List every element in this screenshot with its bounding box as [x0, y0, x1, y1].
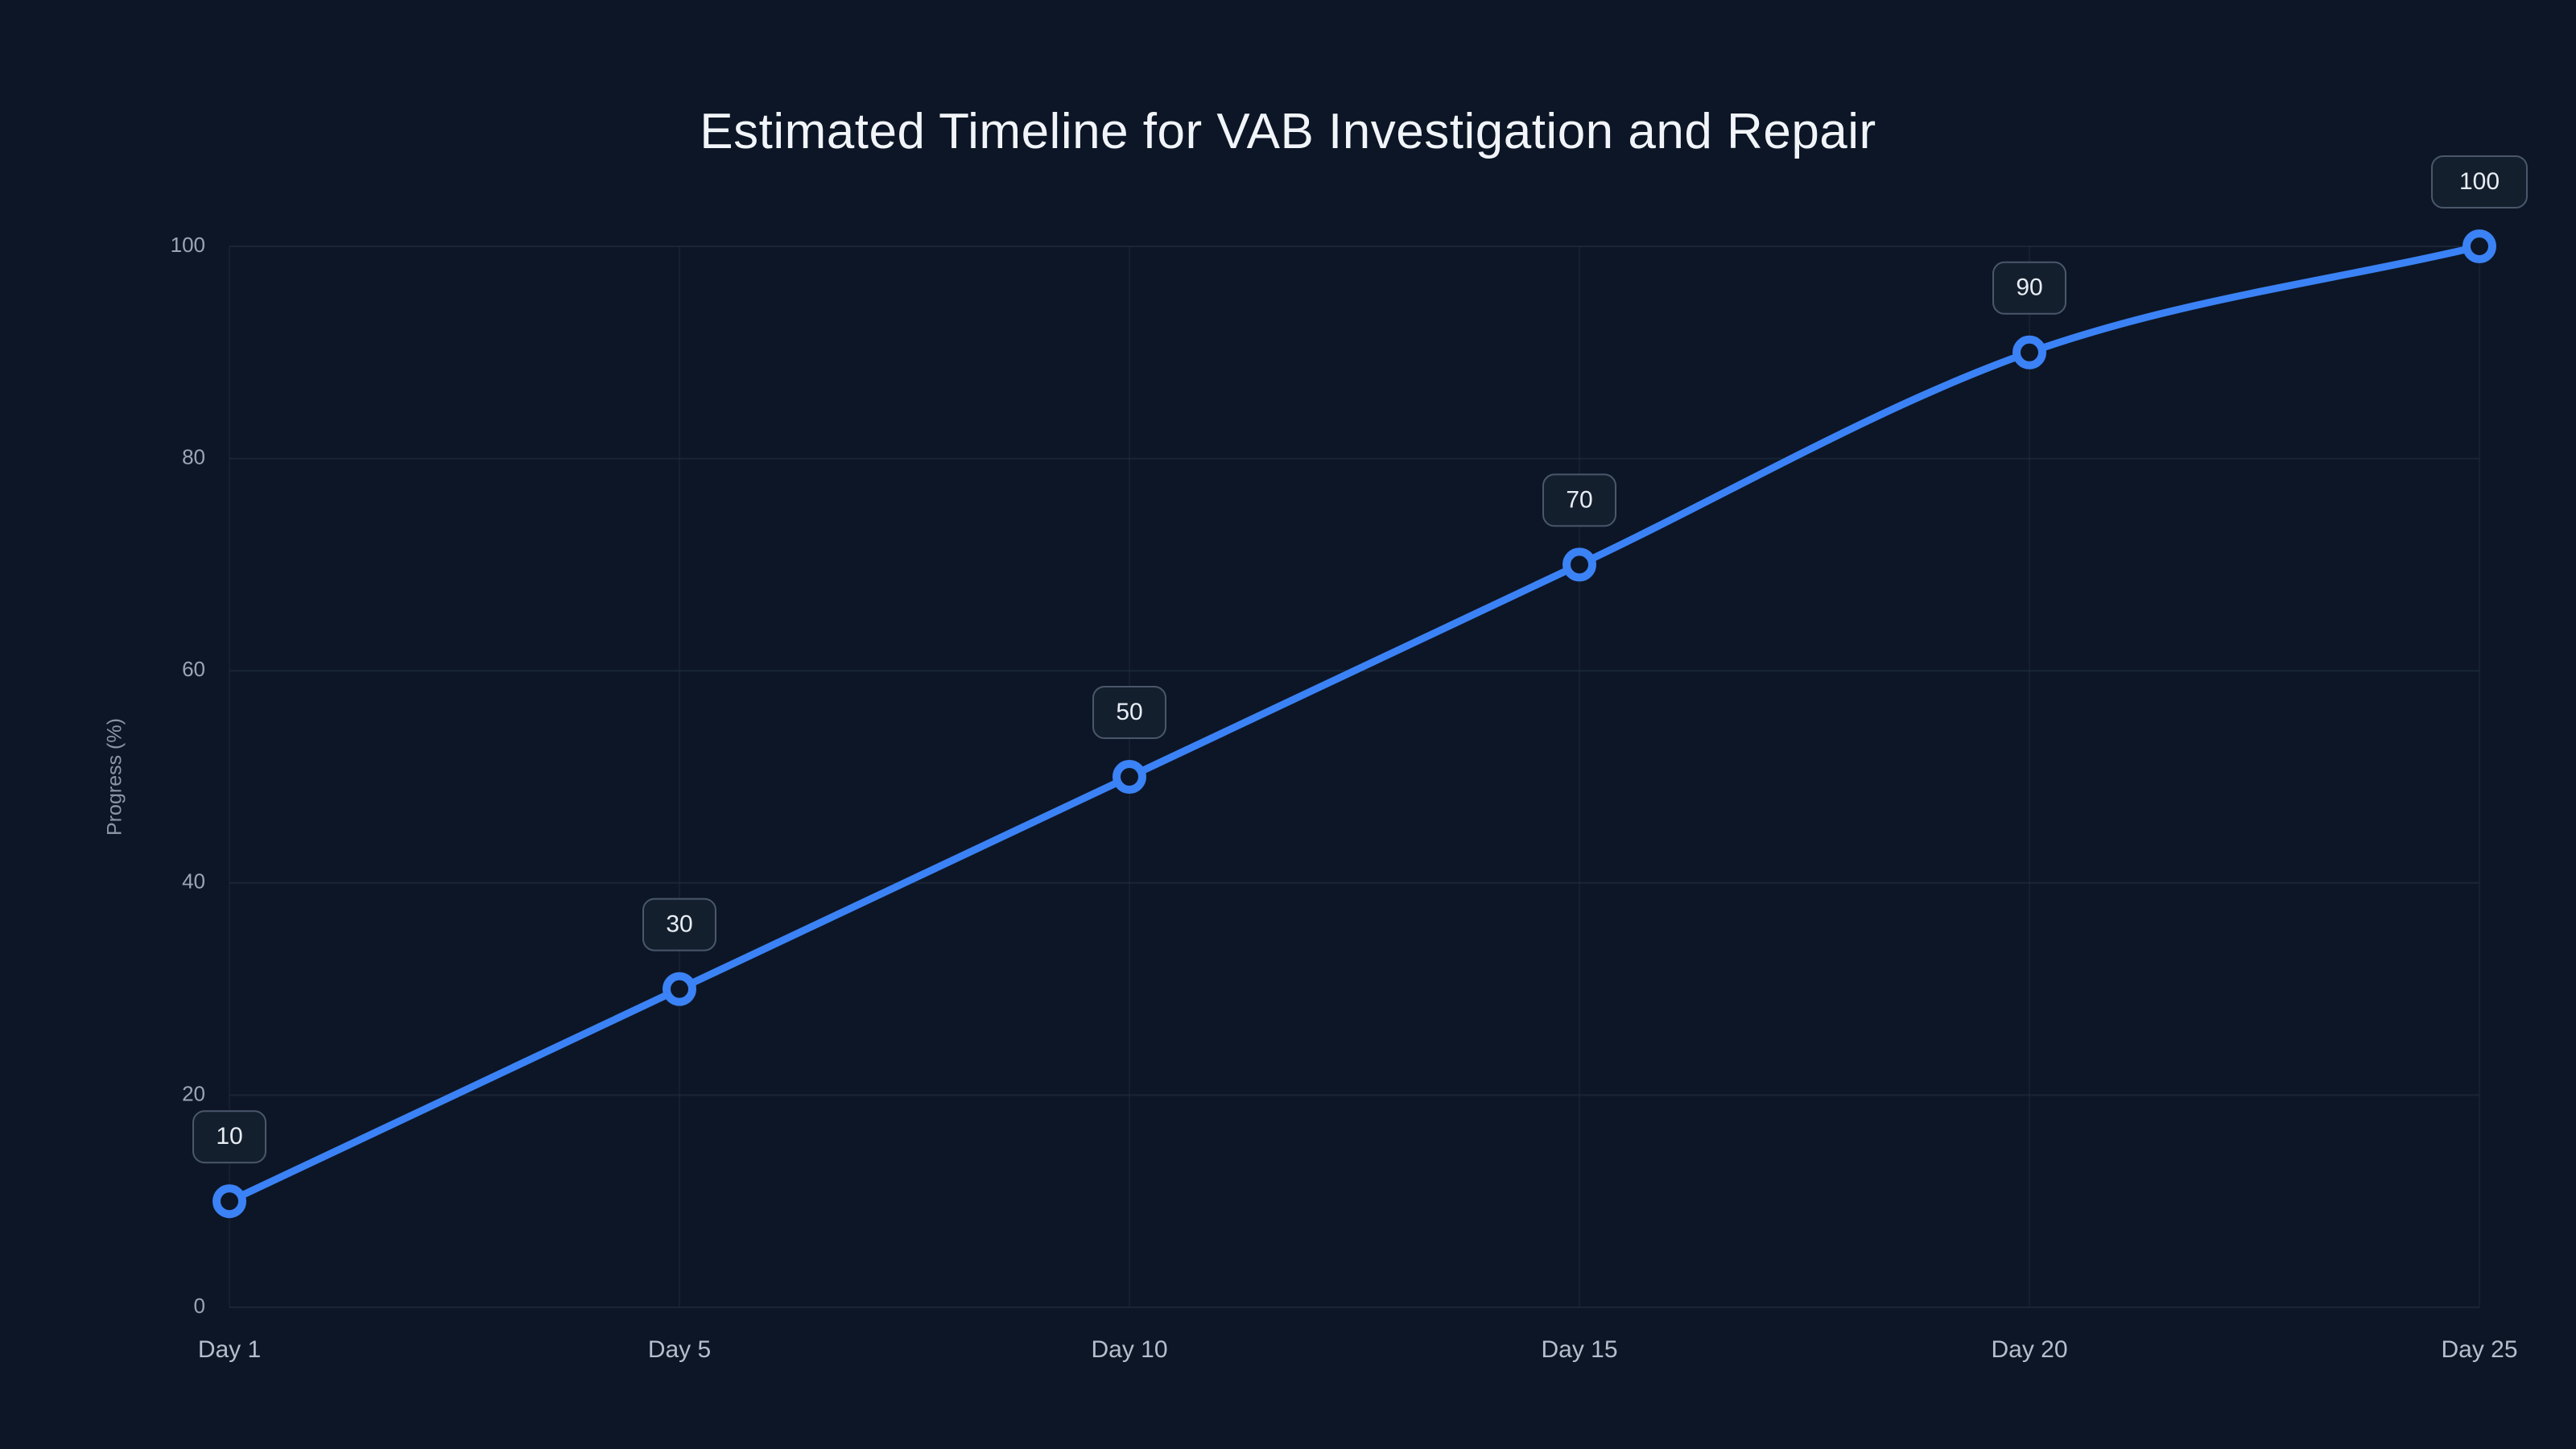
progress-line	[225, 242, 2483, 1205]
point-label-badge	[1992, 261, 2066, 315]
point-label-badge	[642, 898, 716, 952]
y-tick-label: 80	[182, 444, 205, 469]
x-tick-label: Day 20	[1991, 1336, 2067, 1363]
point-label-text: 100	[2459, 168, 2500, 195]
point-label-text: 10	[216, 1123, 242, 1150]
point-label-badge	[1092, 686, 1166, 739]
y-tick-label: 40	[182, 869, 205, 894]
point-label-text: 30	[666, 911, 692, 938]
x-tick-label: Day 15	[1541, 1336, 1617, 1363]
data-point[interactable]	[1113, 760, 1146, 794]
x-tick-label: Day 1	[198, 1336, 261, 1363]
point-label-badge	[2431, 155, 2528, 208]
y-tick-label: 100	[171, 233, 205, 257]
point-label-badge	[1542, 473, 1616, 527]
data-point[interactable]	[213, 1184, 246, 1219]
point-label-text: 50	[1116, 699, 1142, 725]
chart-title: Estimated Timeline for VAB Investigation…	[700, 104, 1876, 159]
data-point[interactable]	[1563, 547, 1596, 582]
y-tick-label: 60	[182, 657, 205, 681]
point-label-badge	[192, 1110, 266, 1164]
x-tick-label: Day 5	[648, 1336, 711, 1363]
x-tick-label: Day 25	[2441, 1336, 2517, 1363]
data-point[interactable]	[2013, 335, 2046, 369]
point-label-text: 70	[1566, 486, 1592, 513]
y-tick-label: 20	[182, 1081, 205, 1105]
data-point[interactable]	[2462, 229, 2496, 263]
y-tick-label: 0	[194, 1294, 205, 1318]
x-tick-label: Day 10	[1091, 1336, 1167, 1363]
data-point[interactable]	[663, 972, 696, 1006]
point-label-text: 90	[2016, 275, 2042, 301]
